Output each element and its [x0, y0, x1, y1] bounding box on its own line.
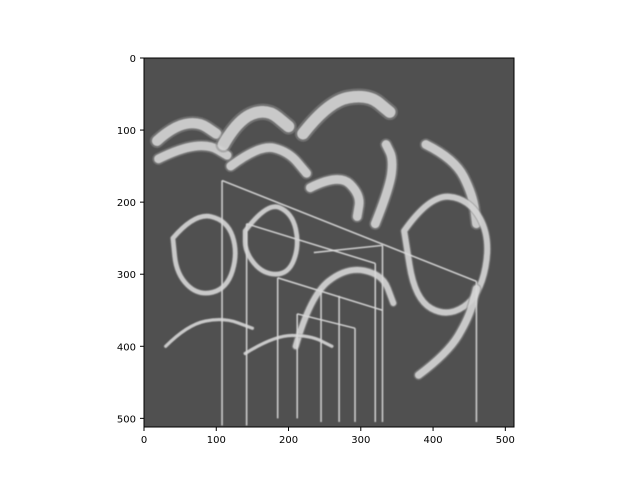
x-tick-label: 500 [496, 435, 515, 446]
y-axis: 0 100 200 300 400 500 [117, 54, 144, 425]
y-tick-label: 500 [117, 414, 136, 425]
brush-stroke [243, 204, 300, 277]
x-tick-label: 100 [207, 435, 226, 446]
image-area [144, 58, 514, 427]
thin-line [246, 222, 376, 265]
y-tick-label: 200 [117, 198, 136, 209]
y-tick-label: 400 [117, 342, 136, 353]
y-tick-label: 100 [117, 126, 136, 137]
brush-stroke [370, 140, 397, 229]
brush-stroke [414, 285, 481, 379]
brush-stroke [243, 334, 334, 355]
thin-line [221, 179, 477, 283]
y-tick-label: 300 [117, 270, 136, 281]
brush-stroke [226, 143, 311, 178]
thin-line [297, 313, 356, 330]
x-tick-label: 300 [351, 435, 370, 446]
x-axis: 0 100 200 300 400 500 [141, 427, 515, 446]
x-tick-label: 200 [279, 435, 298, 446]
thin-line [313, 244, 383, 254]
brush-stroke [401, 193, 491, 316]
x-tick-label: 400 [424, 435, 443, 446]
image-strokes [149, 88, 492, 426]
brush-stroke [297, 90, 396, 140]
brush-stroke [292, 267, 397, 350]
y-tick-label: 0 [130, 54, 136, 65]
brush-stroke [154, 141, 232, 164]
brush-stroke [305, 175, 364, 221]
brush-stroke [164, 318, 254, 348]
x-tick-label: 0 [141, 435, 147, 446]
brush-stroke [151, 118, 222, 146]
axes-frame [143, 57, 515, 428]
thin-line [277, 277, 383, 312]
brush-stroke [170, 213, 238, 296]
brush-stroke [217, 106, 295, 151]
